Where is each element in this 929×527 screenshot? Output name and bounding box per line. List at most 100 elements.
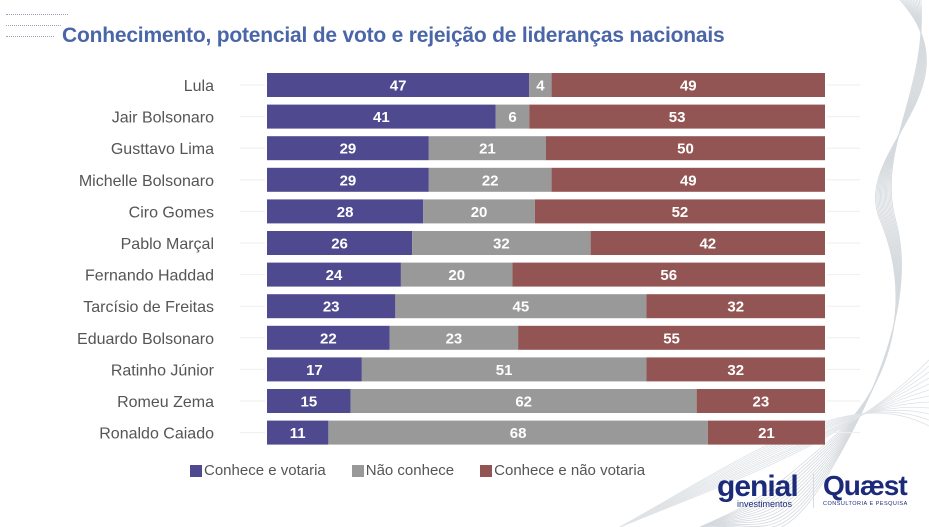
legend-item-nao-conhece: Não conhece: [351, 462, 455, 479]
decorative-text-lines: [6, 14, 68, 47]
data-label: 50: [677, 141, 694, 158]
bar-segment: [267, 167, 429, 192]
data-label: 47: [390, 78, 407, 95]
data-label: 22: [482, 172, 499, 189]
chart-title: Conhecimento, potencial de voto e rejeiç…: [62, 24, 725, 47]
bar-segment: [400, 262, 513, 287]
bar-segment: [512, 262, 825, 287]
bar-segment: [350, 389, 697, 413]
data-label: 24: [326, 267, 343, 284]
data-label: 26: [331, 236, 348, 253]
bar-segment: [267, 199, 424, 224]
data-label: 20: [448, 267, 465, 284]
data-label: 62: [515, 394, 532, 411]
data-label: 49: [680, 78, 697, 95]
data-label: 23: [446, 330, 463, 347]
category-label: Ronaldo Caiado: [99, 426, 214, 443]
data-label: 29: [340, 172, 357, 189]
category-label: Fernando Haddad: [85, 268, 214, 285]
bar-segment: [551, 167, 825, 192]
genial-logo: genial: [717, 470, 799, 503]
data-label: 45: [513, 299, 530, 316]
bar-segment: [267, 294, 396, 319]
bar-segment: [267, 357, 362, 382]
bar-segment: [267, 325, 390, 350]
logo-divider: [813, 474, 814, 508]
bar-segment: [328, 420, 708, 445]
data-label: 55: [663, 330, 680, 347]
bar-segment: [534, 199, 825, 224]
data-label: 68: [510, 425, 527, 442]
bar-segment: [529, 73, 552, 97]
category-label: Michelle Bolsonaro: [79, 173, 214, 190]
bar-segment: [267, 231, 413, 255]
data-label: 23: [752, 394, 769, 411]
data-label: 32: [727, 362, 744, 379]
category-label: Jair Bolsonaro: [112, 110, 214, 127]
bar-segment: [412, 231, 591, 255]
data-label: 29: [340, 141, 357, 158]
bar-segment: [428, 136, 546, 161]
legend-item-nao-votaria: Conhece e não votaria: [480, 462, 645, 479]
data-label: 56: [660, 267, 677, 284]
bar-segment: [267, 262, 401, 287]
data-label: 6: [508, 109, 516, 126]
data-label: 22: [320, 330, 337, 347]
legend-item-votaria: Conhece e votaria: [190, 462, 326, 479]
data-label: 4: [536, 78, 545, 95]
data-label: 21: [758, 425, 775, 442]
data-label: 32: [727, 299, 744, 316]
bar-segment: [590, 231, 825, 255]
category-label: Ciro Gomes: [129, 204, 214, 221]
quaest-logo-subtitle: CONSULTORIA E PESQUISA: [823, 501, 908, 507]
legend: Conhece e votaria Não conhece Conhece e …: [190, 462, 645, 479]
data-label: 20: [471, 204, 488, 221]
category-label: Gusttavo Lima: [111, 141, 214, 158]
bar-segment: [267, 136, 429, 161]
bar-segment: [529, 104, 825, 129]
bar-segment: [267, 73, 530, 97]
legend-swatch-votaria: [190, 464, 202, 477]
data-label: 32: [493, 236, 510, 253]
data-label: 51: [496, 362, 513, 379]
bar-segment: [696, 389, 825, 413]
category-label: Pablo Marçal: [121, 236, 214, 253]
bar-segment: [428, 167, 552, 192]
bar-segment: [495, 104, 530, 129]
legend-label: Não conhece: [365, 462, 455, 479]
bar-segment: [389, 325, 519, 350]
genial-logo-subtitle: investimentos: [737, 499, 793, 509]
bar-segment: [646, 294, 825, 319]
bar-segment: [423, 199, 535, 224]
data-label: 11: [290, 425, 306, 442]
category-label: Lula: [184, 78, 214, 95]
data-label: 28: [337, 204, 354, 221]
bar-segment: [267, 104, 496, 129]
data-label: 17: [306, 362, 323, 379]
bar-segment: [267, 389, 351, 413]
data-label: 49: [680, 172, 697, 189]
data-label: 53: [669, 109, 686, 126]
data-label: 41: [373, 109, 390, 126]
legend-swatch-nao-votaria: [480, 464, 493, 477]
category-label: Tarcísio de Freitas: [83, 299, 214, 316]
category-label: Romeu Zema: [117, 394, 214, 411]
bar-segment: [646, 357, 825, 382]
quaest-logo: Quæst: [823, 470, 908, 501]
bar-segment: [395, 294, 647, 319]
legend-label: Conhece e não votaria: [494, 462, 646, 479]
legend-label: Conhece e votaria: [204, 462, 326, 479]
bar-segment: [707, 420, 825, 445]
data-label: 15: [301, 394, 318, 411]
data-label: 23: [323, 299, 340, 316]
bar-segment: [546, 136, 825, 161]
data-label: 21: [479, 141, 496, 158]
bar-segment: [551, 73, 825, 97]
legend-swatch-nao-conhece: [351, 464, 364, 477]
bar-segment: [267, 420, 329, 445]
bar-segment: [518, 325, 825, 350]
data-label: 52: [672, 204, 689, 221]
category-label: Eduardo Bolsonaro: [77, 331, 214, 348]
bar-segment: [361, 357, 647, 382]
